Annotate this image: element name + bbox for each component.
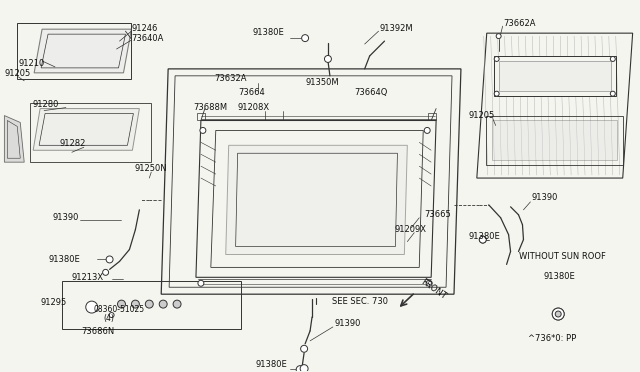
Circle shape — [198, 280, 204, 286]
Circle shape — [556, 311, 561, 317]
Circle shape — [118, 300, 125, 308]
Circle shape — [479, 236, 486, 243]
Text: (4): (4) — [104, 314, 115, 324]
Text: 91390: 91390 — [52, 213, 78, 222]
Polygon shape — [33, 109, 140, 150]
Text: 91280: 91280 — [32, 100, 58, 109]
Circle shape — [611, 57, 615, 61]
Text: 91213X: 91213X — [72, 273, 104, 282]
Text: 91380E: 91380E — [543, 272, 575, 281]
Text: WITHOUT SUN ROOF: WITHOUT SUN ROOF — [518, 252, 605, 261]
Circle shape — [496, 33, 501, 39]
Circle shape — [300, 365, 308, 372]
Circle shape — [424, 128, 430, 134]
Text: 91205: 91205 — [4, 69, 31, 78]
Text: 73688M: 73688M — [193, 103, 227, 112]
Circle shape — [494, 57, 499, 61]
Circle shape — [479, 236, 486, 243]
Text: 73662A: 73662A — [504, 19, 536, 28]
Bar — [30, 103, 151, 162]
Text: 73664: 73664 — [239, 88, 266, 97]
Circle shape — [556, 311, 561, 317]
Text: 91208X: 91208X — [237, 103, 269, 112]
Text: 91205: 91205 — [469, 111, 495, 120]
Text: 91246: 91246 — [131, 24, 158, 33]
Polygon shape — [499, 61, 611, 91]
Text: 91210: 91210 — [19, 60, 45, 68]
Circle shape — [611, 91, 615, 96]
Text: 08360-51025: 08360-51025 — [93, 305, 145, 314]
Text: 91380E: 91380E — [469, 232, 500, 241]
Text: 91392M: 91392M — [380, 24, 413, 33]
Circle shape — [200, 128, 206, 134]
Circle shape — [89, 304, 95, 310]
Circle shape — [301, 345, 308, 352]
Circle shape — [552, 308, 564, 320]
Bar — [428, 113, 436, 121]
Circle shape — [426, 280, 432, 286]
Text: 73640A: 73640A — [131, 33, 164, 43]
Bar — [197, 113, 205, 121]
Text: 91350M: 91350M — [305, 78, 339, 87]
Text: 91209X: 91209X — [394, 225, 426, 234]
Circle shape — [131, 300, 140, 308]
Text: FRONT: FRONT — [419, 277, 448, 301]
Text: 91295: 91295 — [40, 298, 67, 307]
Circle shape — [324, 55, 332, 62]
Text: 91380E: 91380E — [255, 360, 287, 369]
Text: 91390: 91390 — [531, 193, 558, 202]
Text: 73664Q: 73664Q — [355, 88, 388, 97]
Text: 91380E: 91380E — [253, 28, 284, 37]
Text: 73632A: 73632A — [215, 74, 247, 83]
Polygon shape — [4, 116, 24, 162]
Text: SEE SEC. 730: SEE SEC. 730 — [332, 296, 388, 306]
Text: 91380E: 91380E — [48, 255, 80, 264]
Circle shape — [106, 256, 113, 263]
Circle shape — [494, 91, 499, 96]
Text: 73665: 73665 — [424, 210, 451, 219]
Polygon shape — [492, 121, 617, 160]
Text: ^736*0: PP: ^736*0: PP — [529, 334, 577, 343]
Text: S: S — [90, 304, 94, 310]
Circle shape — [296, 366, 304, 372]
Bar — [62, 281, 241, 329]
Circle shape — [173, 300, 181, 308]
Text: 91250N: 91250N — [134, 164, 167, 173]
Circle shape — [301, 35, 308, 42]
Circle shape — [86, 301, 98, 313]
Circle shape — [159, 300, 167, 308]
Bar — [17, 23, 131, 79]
Polygon shape — [226, 145, 407, 254]
Text: 91282: 91282 — [60, 139, 86, 148]
Polygon shape — [34, 29, 131, 73]
Circle shape — [145, 300, 153, 308]
Text: 73686N: 73686N — [82, 327, 115, 336]
Circle shape — [109, 312, 114, 318]
Circle shape — [552, 308, 564, 320]
Circle shape — [102, 269, 109, 275]
Polygon shape — [493, 56, 616, 96]
Text: 91390: 91390 — [335, 320, 361, 328]
